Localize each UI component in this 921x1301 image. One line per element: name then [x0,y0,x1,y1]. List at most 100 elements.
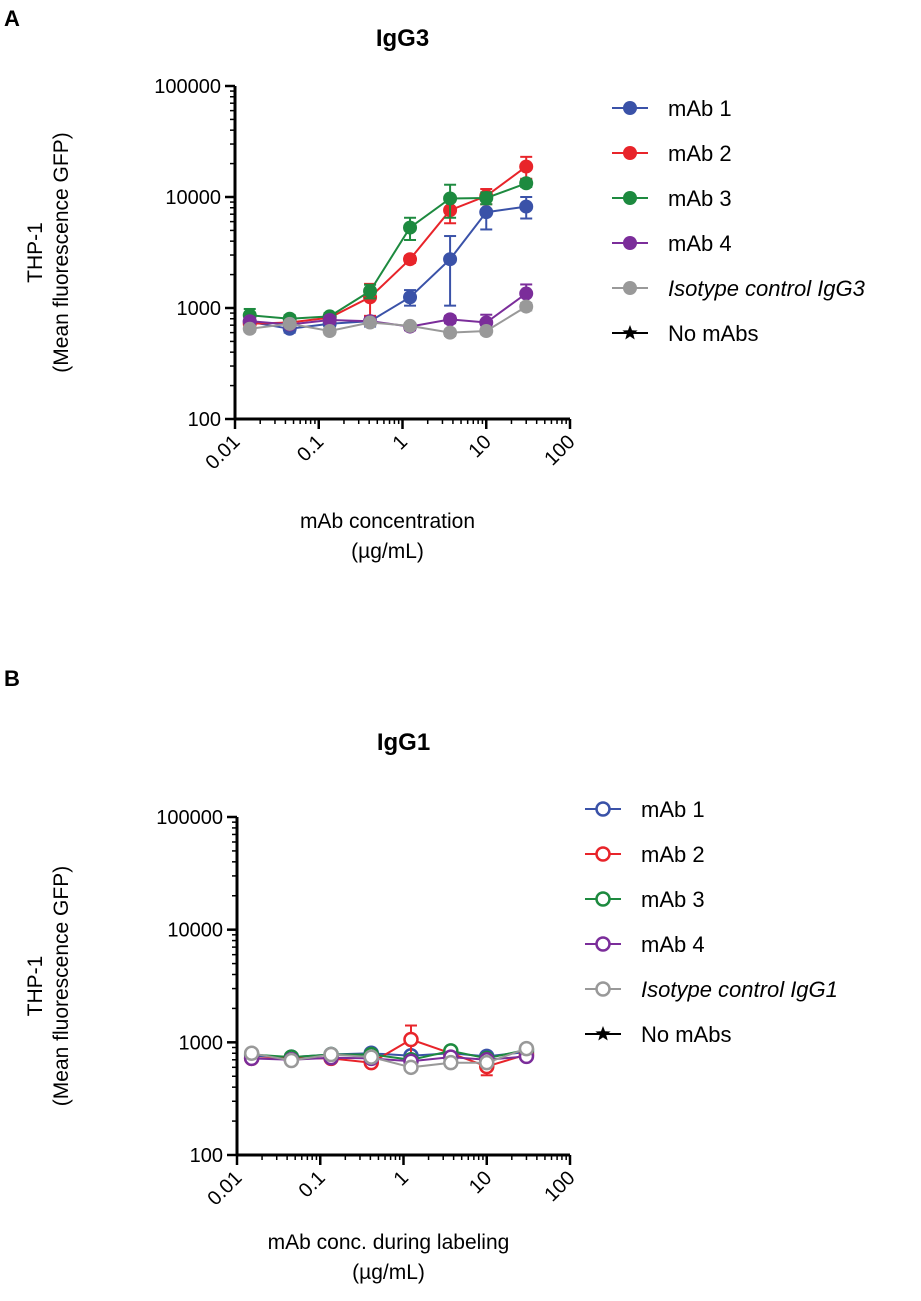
data-point [403,252,418,267]
legend-label: No mAbs [668,321,758,346]
series-5 [243,1040,535,1076]
data-point [363,284,378,299]
legend-label: mAb 4 [641,932,705,957]
data-point [443,312,458,327]
y-axis-label: THP-1 (Mean fluorescence GFP) [24,132,73,372]
y-tick-label: 100000 [154,76,221,98]
x-tick-label: 0.01 [201,431,244,474]
legend-marker [595,846,611,862]
data-point [322,312,337,327]
data-point [242,321,257,336]
legend-label: mAb 3 [668,186,732,211]
data-point [403,220,418,235]
legend-marker [623,101,637,115]
legend-label: No mAbs [641,1022,731,1047]
x-tick-label: 100 [540,1167,579,1206]
y-axis-label-line: (Mean fluorescence GFP) [50,866,73,1106]
panel-letter: A [4,6,20,31]
data-point [323,1046,339,1063]
data-point [443,1054,459,1071]
data-point [443,325,458,340]
data-point [243,1045,260,1062]
y-tick-label: 1000 [177,298,222,320]
data-point [322,324,337,339]
data-point [282,316,297,331]
x-tick-label: 0.1 [295,1167,330,1202]
legend-marker [595,936,611,952]
legend-label: mAb 2 [641,842,705,867]
legend: mAb 1 mAb 2 mAb 3 mAb 4 Isotype control IgG1… [585,797,838,1047]
x-axis-label: mAb concentration (µg/mL) [300,510,475,563]
data-point [479,190,494,205]
y-tick-label: 1000 [179,1032,224,1054]
legend-marker [595,801,611,817]
series-line [249,205,527,330]
x-axis-label-line: mAb conc. during labeling [268,1231,510,1254]
y-axis-label-line: THP-1 [24,222,47,283]
data-point [518,1040,535,1057]
x-tick-label: 1 [389,431,412,454]
y-axis-label-line: THP-1 [24,956,47,1017]
legend-marker [595,891,611,907]
legend-label: Isotype control IgG1 [641,977,838,1002]
y-tick-label: 100 [190,1145,223,1167]
y-tick-label: 10000 [165,187,221,209]
data-point [283,1052,300,1069]
panel-a: A IgG3 100 1000 10000 100000 0.01 0.1 1 10 100 THP… [0,0,921,640]
series-5 [242,299,534,340]
x-tick-label: 100 [540,431,579,470]
y-tick-label: 100 [188,409,221,431]
legend-marker [623,146,637,160]
legend-marker [623,191,637,205]
star-icon [595,1026,611,1041]
x-axis-label-line: mAb concentration [300,510,475,533]
legend: mAb 1 mAb 2 mAb 3 mAb 4 Isotype control IgG3… [612,96,866,346]
series-3 [242,176,534,326]
y-tick-label: 100000 [156,807,223,829]
legend-label: mAb 4 [668,231,732,256]
legend-marker [623,236,637,250]
data-point [443,252,458,267]
data-point [363,315,378,330]
data-point [519,286,534,301]
x-tick-label: 10 [465,1167,496,1198]
legend-label: Isotype control IgG3 [668,276,866,301]
legend-marker [623,281,637,295]
chart-title: IgG3 [376,25,429,52]
y-axis-label-line: (Mean fluorescence GFP) [50,132,73,372]
data-point [479,205,494,220]
legend-label: mAb 1 [668,96,732,121]
x-tick-label: 0.01 [203,1167,246,1210]
data-point [519,299,534,314]
data-point [403,318,418,333]
legend-marker [595,981,611,997]
data-point [479,1054,495,1071]
legend-label: mAb 3 [641,887,705,912]
chart-title: IgG1 [377,729,430,756]
panel-b: B IgG1 100 1000 10000 100000 0.01 0.1 1 10 100 THP… [0,660,921,1300]
x-axis-label: mAb conc. during labeling (µg/mL) [268,1231,510,1284]
y-axis-label: THP-1 (Mean fluorescence GFP) [24,866,73,1106]
y-tick-label: 10000 [167,920,223,942]
legend-label: mAb 2 [668,141,732,166]
x-tick-label: 10 [464,431,495,462]
star-icon [622,325,638,340]
data-point [519,199,534,214]
x-axis-label-line: (µg/mL) [352,1261,425,1284]
data-point [443,191,458,206]
data-point [403,1031,419,1048]
data-point [519,159,534,174]
panel-letter: B [4,666,20,691]
chart-igg1: IgG1 100 1000 10000 100000 0.01 0.1 1 10 100 THP-1… [24,729,838,1284]
data-point [363,1049,380,1065]
legend-label: mAb 1 [641,797,705,822]
x-axis-label-line: (µg/mL) [351,540,424,563]
chart-igg3: IgG3 100 1000 10000 100000 0.01 0.1 1 10 100 THP-1… [24,25,866,563]
series-2 [242,155,534,331]
x-tick-label: 0.1 [293,431,328,466]
data-point [479,324,494,339]
data-point [403,1059,419,1076]
x-tick-label: 1 [390,1167,413,1190]
data-point [403,290,418,305]
data-point [519,176,534,191]
